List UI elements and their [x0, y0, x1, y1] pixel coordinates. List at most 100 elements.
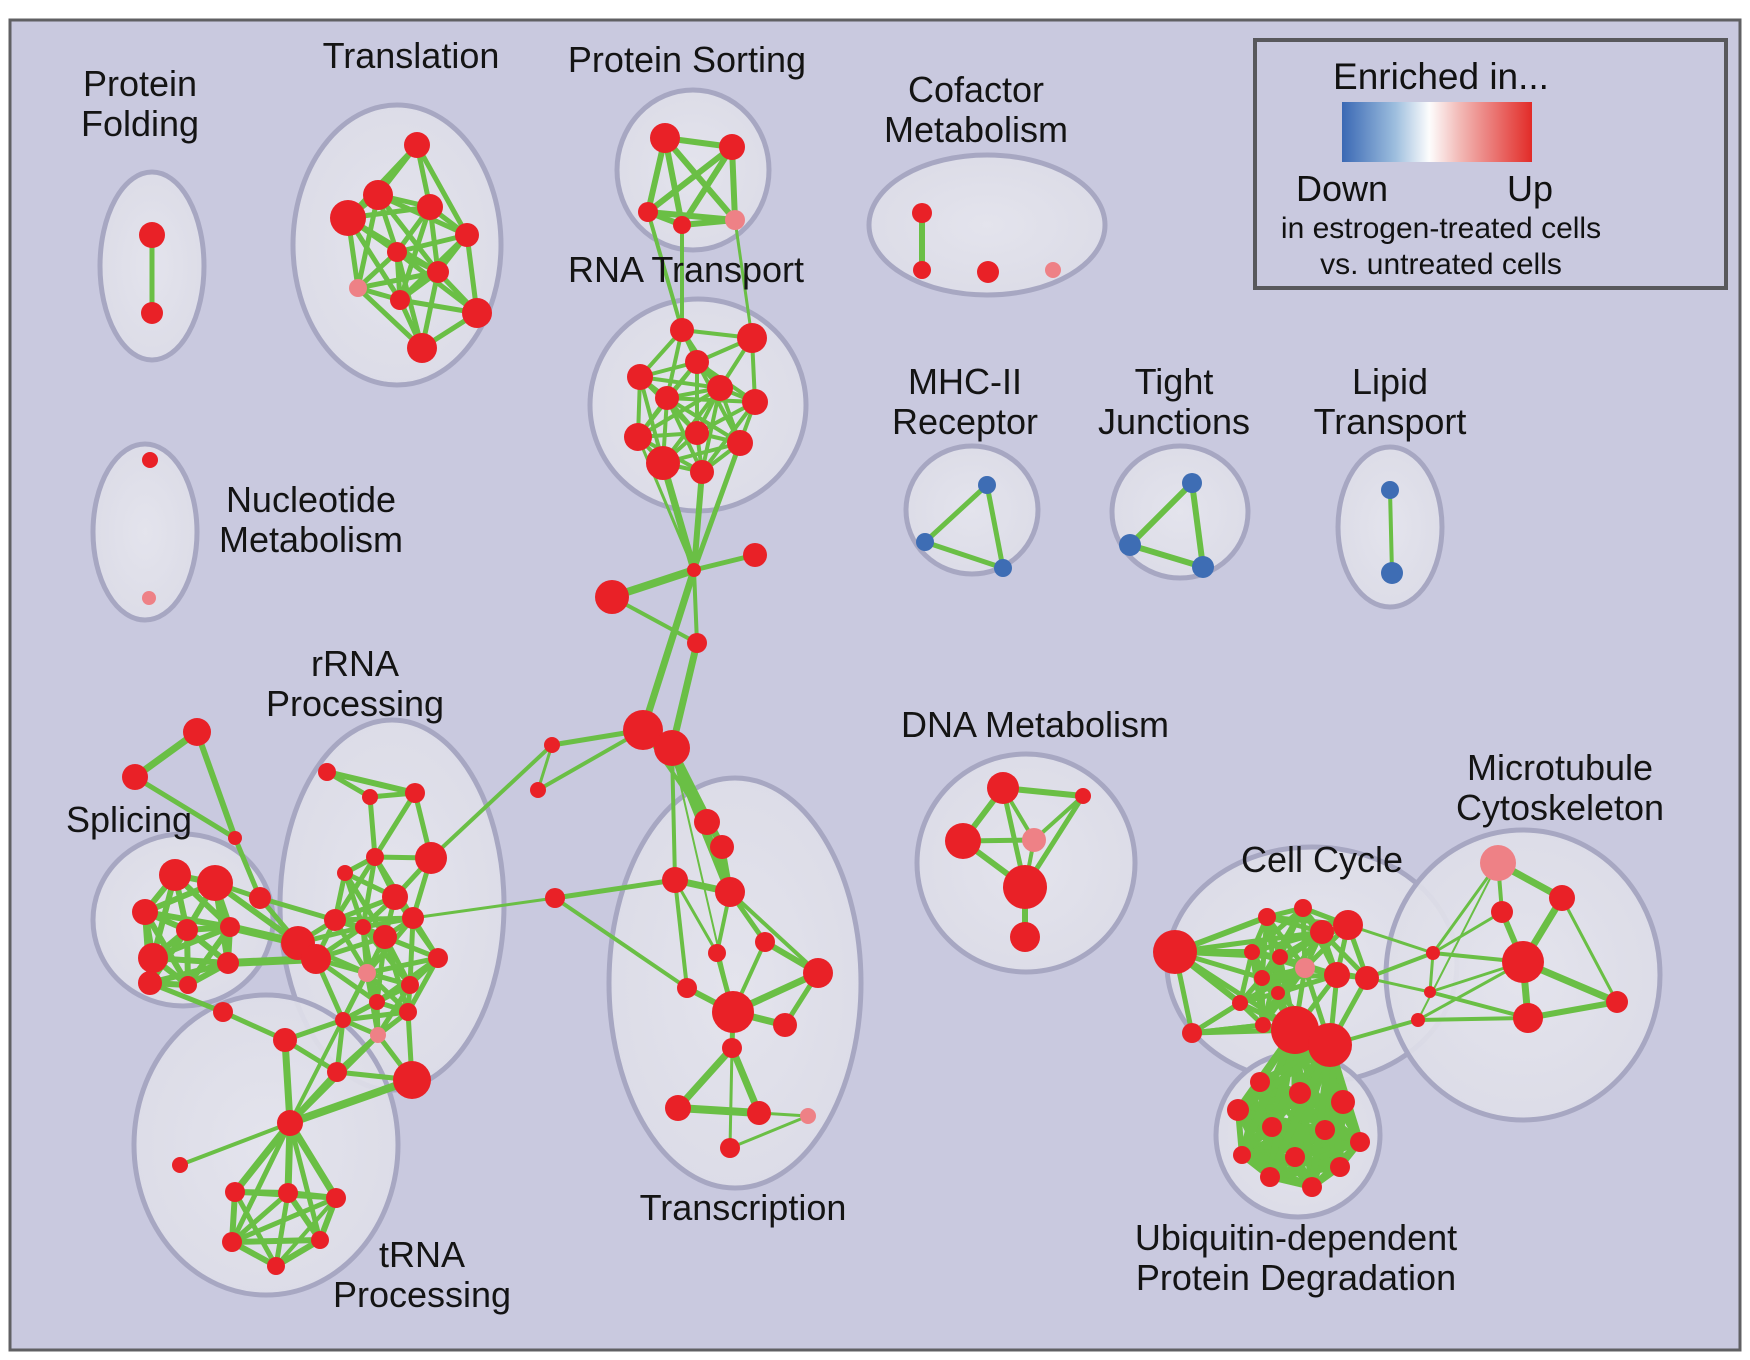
node-red — [141, 302, 163, 324]
edge — [728, 1114, 810, 1150]
node-red — [1075, 788, 1091, 804]
node-red — [1302, 1177, 1322, 1197]
node-red — [677, 978, 697, 998]
edge — [659, 459, 698, 574]
node-red — [913, 261, 931, 279]
node-red — [1272, 949, 1288, 965]
edge — [257, 895, 338, 923]
node-red — [685, 421, 709, 445]
node-red — [670, 318, 694, 342]
node-red — [399, 1003, 417, 1021]
legend-down-label: Down — [1295, 168, 1389, 209]
node-red — [743, 543, 767, 567]
edge — [984, 482, 1006, 571]
node-red — [1153, 930, 1197, 974]
edge — [407, 915, 416, 988]
edges-layer — [131, 135, 1621, 1269]
node-red — [737, 323, 767, 353]
edge — [1525, 999, 1620, 1021]
edge — [673, 878, 719, 955]
node-red — [179, 976, 197, 994]
node-red — [277, 1110, 303, 1136]
node-red — [685, 350, 709, 374]
node-red — [690, 460, 714, 484]
node-red — [278, 1183, 298, 1203]
node-red — [363, 180, 393, 210]
edge — [411, 896, 557, 920]
node-red — [747, 1101, 771, 1125]
edge — [364, 955, 441, 976]
node-red — [662, 867, 688, 893]
node-red — [366, 848, 384, 866]
node-red — [1233, 1146, 1251, 1164]
cluster-ellipse-nucleotide-metabolism — [90, 441, 200, 623]
node-red — [1549, 885, 1575, 911]
cluster-label-nucleotide-metabolism: Metabolism — [219, 519, 403, 560]
node-red — [324, 909, 346, 931]
node-red — [387, 242, 407, 262]
node-red — [402, 907, 424, 929]
nodes-layer — [122, 123, 1628, 1275]
node-red — [1262, 1117, 1282, 1137]
node-red — [1271, 986, 1285, 1000]
node-red — [722, 1038, 742, 1058]
cluster-label-rrna-processing: Processing — [266, 683, 444, 724]
edge — [728, 890, 820, 975]
node-red — [1260, 1167, 1280, 1187]
edge — [229, 1190, 291, 1245]
node-red — [139, 222, 165, 248]
node-red — [987, 772, 1019, 804]
node-red — [407, 333, 437, 363]
node-red — [1513, 1003, 1543, 1033]
node-pink — [358, 964, 376, 982]
edge — [1189, 480, 1206, 570]
node-red — [393, 1061, 431, 1099]
node-red — [267, 1257, 285, 1275]
node-red — [1289, 1082, 1311, 1104]
node-red — [159, 859, 191, 891]
node-red — [720, 1138, 740, 1158]
edge — [324, 769, 418, 796]
node-red — [1258, 908, 1276, 926]
cluster-ellipse-mhc-ii-receptor — [903, 443, 1041, 577]
node-blue — [1119, 534, 1141, 556]
edge — [1560, 896, 1619, 1004]
node-red — [1308, 1023, 1352, 1067]
node-red — [1254, 970, 1270, 986]
node-red — [742, 389, 768, 415]
node-red — [415, 842, 447, 874]
edge — [229, 1120, 293, 1245]
node-pink — [349, 279, 367, 297]
edge — [536, 728, 645, 792]
node-red — [1330, 1157, 1350, 1177]
node-red — [1232, 995, 1248, 1011]
cluster-label-nucleotide-metabolism: Nucleotide — [226, 479, 396, 520]
node-red — [1411, 1013, 1425, 1027]
node-red — [327, 1062, 347, 1082]
edge — [1388, 488, 1394, 575]
node-red — [727, 430, 753, 456]
node-red — [228, 831, 242, 845]
node-red — [638, 202, 658, 222]
node-pink — [370, 1027, 386, 1043]
node-pink — [800, 1108, 816, 1124]
cluster-label-microtubule-cytoskeleton: Microtubule — [1467, 747, 1653, 788]
node-red — [1426, 946, 1440, 960]
edge — [1431, 861, 1500, 955]
node-red — [545, 888, 565, 908]
node-red — [1324, 962, 1350, 988]
cluster-label-tight-junctions: Junctions — [1098, 401, 1250, 442]
edge — [273, 1190, 291, 1269]
edge — [355, 192, 381, 291]
cluster-label-cofactor-metabolism: Metabolism — [884, 109, 1068, 150]
node-red — [217, 952, 239, 974]
node-red — [1244, 944, 1260, 960]
node-red — [138, 943, 168, 973]
node-red — [623, 710, 663, 750]
node-red — [1010, 922, 1040, 952]
node-blue — [994, 559, 1012, 577]
edge — [132, 774, 238, 841]
node-red — [273, 1028, 297, 1052]
edge — [1308, 1041, 1334, 1191]
